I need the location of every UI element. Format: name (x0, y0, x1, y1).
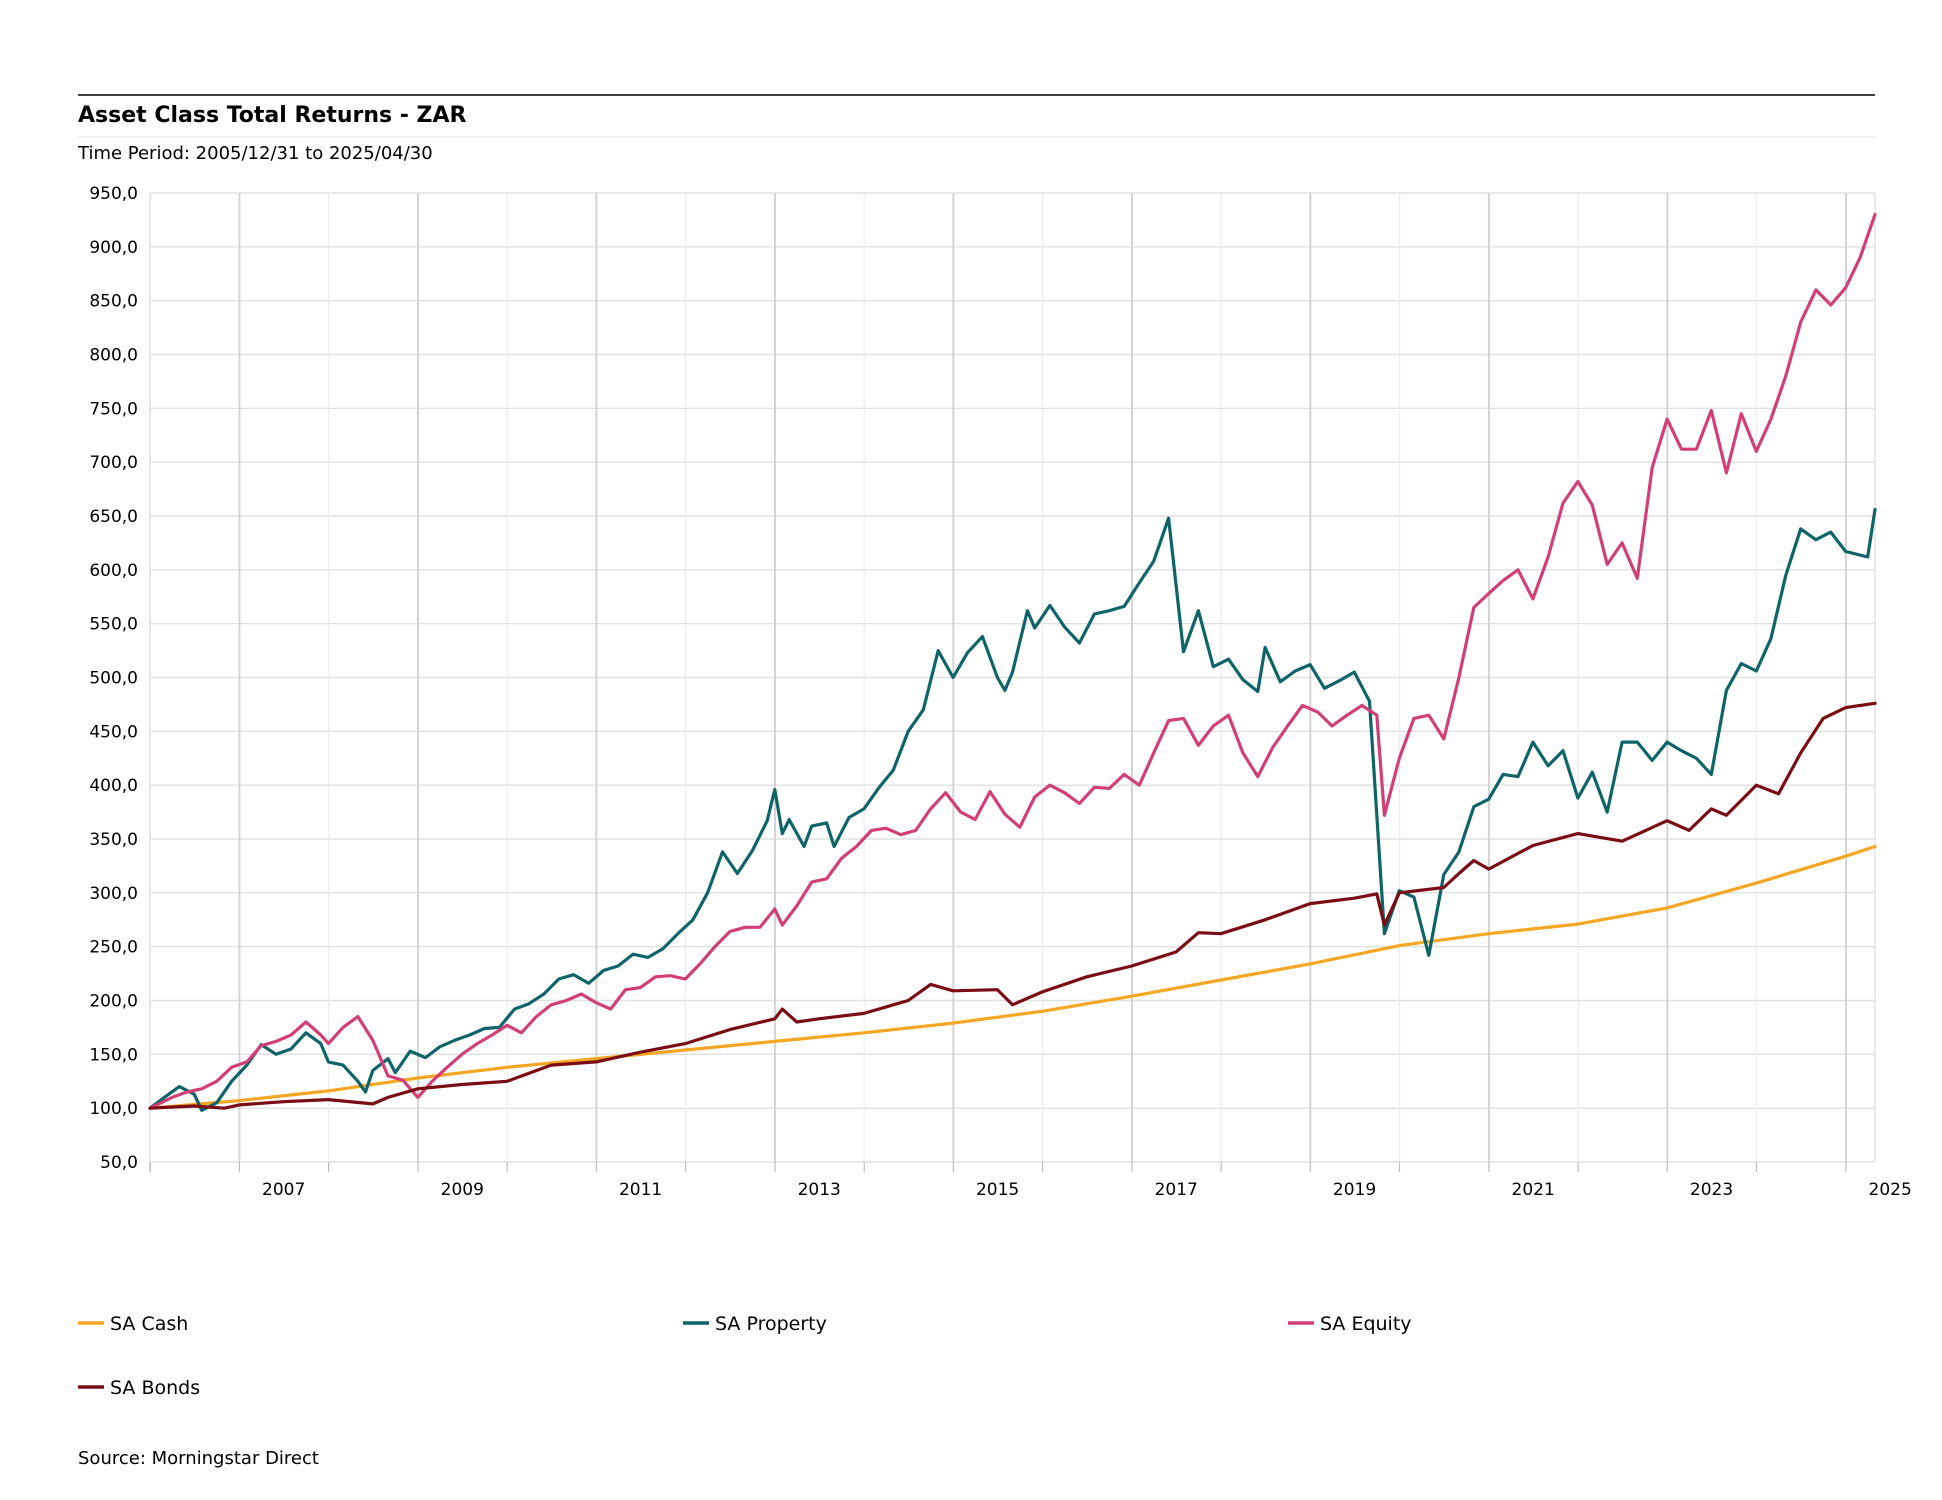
series-line-sa-cash (148, 844, 1877, 1110)
y-tick-label: 550,0 (89, 615, 138, 635)
chart-title: Asset Class Total Returns - ZAR (78, 103, 467, 128)
y-tick-label: 950,0 (89, 184, 138, 204)
y-tick-label: 900,0 (89, 238, 138, 258)
x-tick-label: 2011 (619, 1180, 662, 1200)
y-tick-label: 400,0 (89, 776, 138, 796)
axes: 50,0 100,0 150,0 200,0 250,0 300,0 350,0 400,0 4… (89, 184, 1911, 1200)
y-tick-label: 850,0 (89, 292, 138, 312)
x-tick-label: 2025 (1869, 1180, 1912, 1200)
y-tick-label: 600,0 (89, 561, 138, 581)
x-tick-label: 2023 (1690, 1180, 1733, 1200)
series-lines (148, 212, 1877, 1112)
chart-subtitle: Time Period: 2005/12/31 to 2025/04/30 (77, 143, 433, 164)
y-tick-label: 700,0 (89, 453, 138, 473)
x-tick-label: 2015 (976, 1180, 1019, 1200)
y-tick-label: 450,0 (89, 722, 138, 742)
x-tick-label: 2009 (441, 1180, 484, 1200)
y-tick-label: 200,0 (89, 992, 138, 1012)
y-tick-label: 350,0 (89, 830, 138, 850)
y-tick-label: 650,0 (89, 507, 138, 527)
y-tick-label: 750,0 (89, 399, 138, 419)
legend-label-sa-bonds: SA Bonds (110, 1377, 200, 1399)
grid (149, 192, 1876, 1163)
legend-label-sa-equity: SA Equity (1320, 1313, 1412, 1335)
x-tick-label: 2021 (1512, 1180, 1555, 1200)
y-tick-label: 150,0 (89, 1045, 138, 1065)
y-tick-label: 250,0 (89, 938, 138, 958)
series-line-sa-equity (148, 212, 1877, 1110)
series-line-sa-bonds (148, 701, 1877, 1110)
x-tick-label: 2007 (262, 1180, 305, 1200)
legend: SA Cash SA Property SA Equity SA Bonds (78, 1313, 1412, 1399)
series-line-sa-property (148, 507, 1877, 1112)
x-tick-label: 2017 (1155, 1180, 1198, 1200)
y-tick-label: 50,0 (100, 1153, 138, 1173)
legend-label-sa-cash: SA Cash (110, 1313, 188, 1335)
y-tick-label: 300,0 (89, 884, 138, 904)
y-tick-label: 500,0 (89, 669, 138, 689)
source-note: Source: Morningstar Direct (78, 1448, 319, 1469)
legend-label-sa-property: SA Property (715, 1313, 827, 1335)
x-tick-label: 2013 (798, 1180, 841, 1200)
x-tick-label: 2019 (1333, 1180, 1376, 1200)
y-tick-label: 100,0 (89, 1099, 138, 1119)
y-tick-label: 800,0 (89, 346, 138, 366)
